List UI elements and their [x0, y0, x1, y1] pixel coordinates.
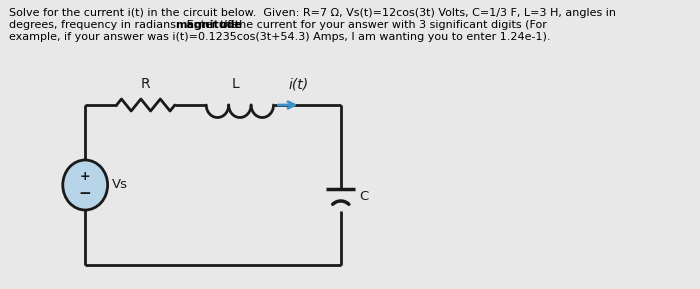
Text: −: − [79, 186, 92, 201]
Text: Solve for the current i(t) in the circuit below.  Given: R=7 Ω, Vs(t)=12cos(3t) : Solve for the current i(t) in the circui… [9, 8, 616, 18]
Text: magnitude: magnitude [176, 20, 242, 30]
Text: +: + [80, 171, 90, 184]
Text: i(t): i(t) [288, 77, 309, 91]
Text: C: C [360, 190, 369, 203]
Text: of the current for your answer with 3 significant digits (For: of the current for your answer with 3 si… [216, 20, 547, 30]
Text: degrees, frequency in radians.  Enter the: degrees, frequency in radians. Enter the [9, 20, 242, 30]
Circle shape [63, 160, 108, 210]
Text: Vs: Vs [112, 179, 128, 192]
Text: example, if your answer was i(t)=0.1235cos(3t+54.3) Amps, I am wanting you to en: example, if your answer was i(t)=0.1235c… [9, 32, 550, 42]
Text: R: R [141, 77, 150, 91]
Text: L: L [232, 77, 239, 91]
